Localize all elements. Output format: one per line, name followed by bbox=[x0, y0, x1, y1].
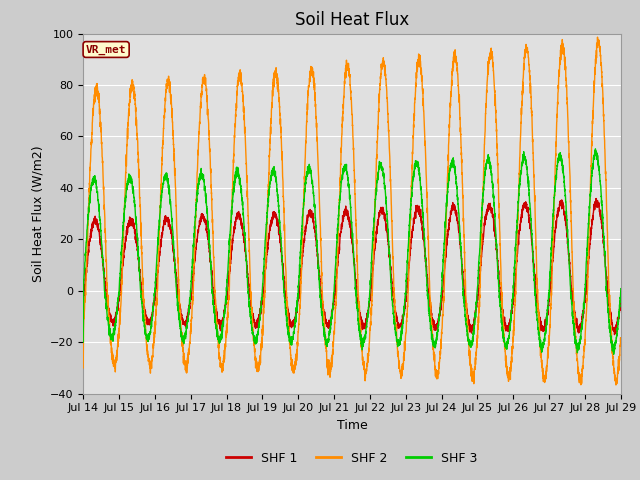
Legend: SHF 1, SHF 2, SHF 3: SHF 1, SHF 2, SHF 3 bbox=[221, 447, 483, 469]
Title: Soil Heat Flux: Soil Heat Flux bbox=[295, 11, 409, 29]
Text: VR_met: VR_met bbox=[86, 44, 126, 55]
Y-axis label: Soil Heat Flux (W/m2): Soil Heat Flux (W/m2) bbox=[31, 145, 44, 282]
X-axis label: Time: Time bbox=[337, 419, 367, 432]
